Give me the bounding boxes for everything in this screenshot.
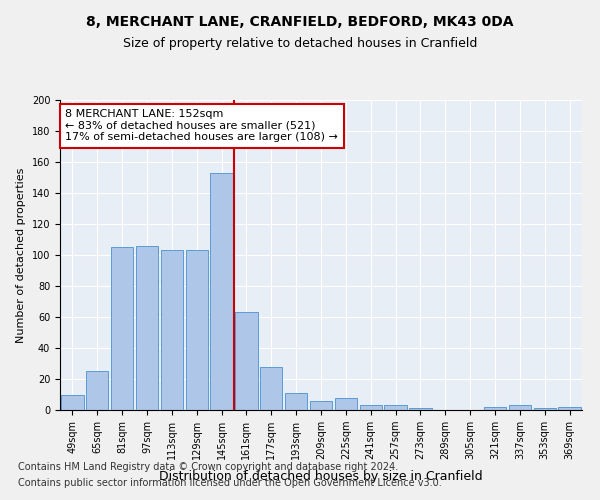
Bar [409, 408, 431, 410]
Text: 8 MERCHANT LANE: 152sqm
← 83% of detached houses are smaller (521)
17% of semi-d: 8 MERCHANT LANE: 152sqm ← 83% of detache… [65, 110, 338, 142]
Bar [359, 406, 382, 410]
Bar [111, 247, 133, 410]
Bar [61, 394, 83, 410]
Bar [211, 173, 233, 410]
Bar [136, 246, 158, 410]
Bar [335, 398, 357, 410]
Text: 8, MERCHANT LANE, CRANFIELD, BEDFORD, MK43 0DA: 8, MERCHANT LANE, CRANFIELD, BEDFORD, MK… [86, 15, 514, 29]
Bar [185, 250, 208, 410]
Bar [509, 406, 531, 410]
Text: Contains public sector information licensed under the Open Government Licence v3: Contains public sector information licen… [18, 478, 442, 488]
Bar [484, 407, 506, 410]
Text: Size of property relative to detached houses in Cranfield: Size of property relative to detached ho… [123, 38, 477, 51]
Bar [285, 393, 307, 410]
Y-axis label: Number of detached properties: Number of detached properties [16, 168, 26, 342]
Bar [161, 250, 183, 410]
Bar [235, 312, 257, 410]
Text: Contains HM Land Registry data © Crown copyright and database right 2024.: Contains HM Land Registry data © Crown c… [18, 462, 398, 472]
Bar [310, 400, 332, 410]
X-axis label: Distribution of detached houses by size in Cranfield: Distribution of detached houses by size … [159, 470, 483, 484]
Bar [385, 406, 407, 410]
Bar [533, 408, 556, 410]
Bar [86, 371, 109, 410]
Bar [559, 407, 581, 410]
Bar [260, 366, 283, 410]
